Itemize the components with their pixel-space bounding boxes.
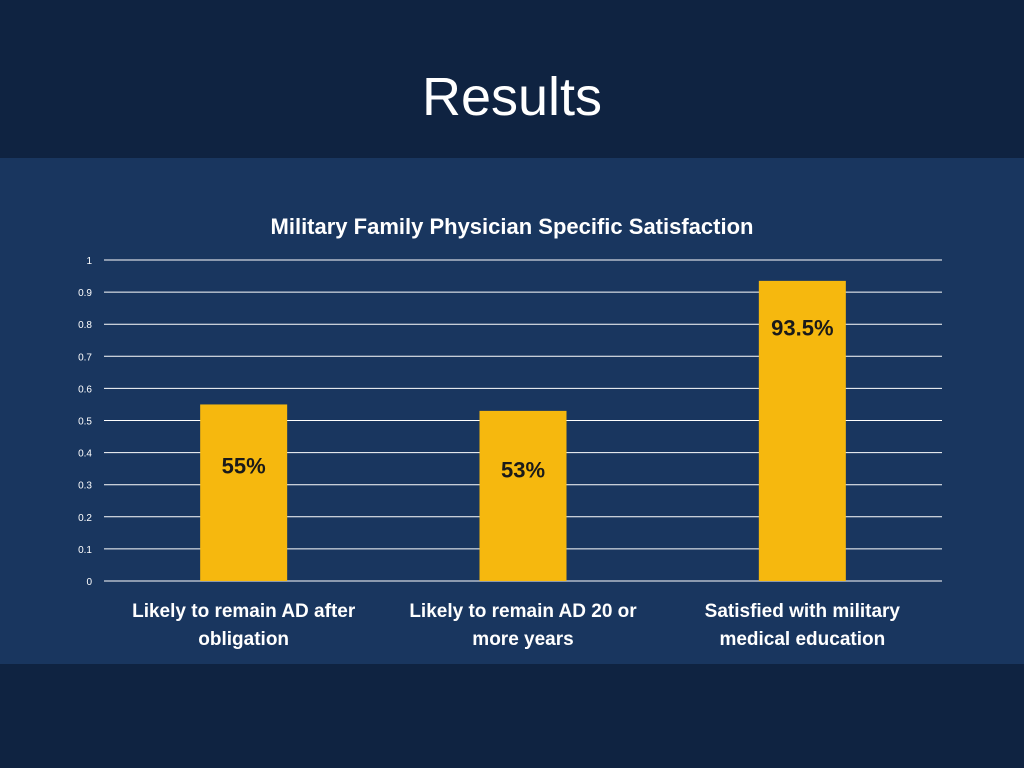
y-tick-label: 0.4 <box>78 449 92 460</box>
y-tick-label: 0 <box>86 577 92 588</box>
y-axis-ticks: 0 0.1 0.2 0.3 0.4 0.5 0.6 0.7 0.8 0.9 1 <box>78 256 92 588</box>
y-tick-label: 0.3 <box>78 481 92 492</box>
category-label: Likely to remain AD after <box>132 601 356 622</box>
category-label: more years <box>472 629 573 650</box>
data-label: 53% <box>501 458 545 483</box>
chart-title: Military Family Physician Specific Satis… <box>271 214 754 239</box>
data-label: 93.5% <box>771 315 833 340</box>
y-tick-label: 0.9 <box>78 288 92 299</box>
category-label: Satisfied with military <box>705 601 901 622</box>
category-labels: Likely to remain AD after obligation Likel… <box>132 601 900 650</box>
category-label: medical education <box>719 629 885 650</box>
data-labels: 55% 53% 93.5% <box>222 315 834 482</box>
bar <box>200 404 288 581</box>
chart-panel: Military Family Physician Specific Satis… <box>0 158 1024 664</box>
bar <box>479 410 567 581</box>
y-tick-label: 1 <box>86 256 92 267</box>
data-label: 55% <box>222 453 266 478</box>
y-tick-label: 0.8 <box>78 320 92 331</box>
y-tick-label: 0.7 <box>78 352 92 363</box>
category-label: Likely to remain AD 20 or <box>409 601 637 622</box>
y-tick-label: 0.2 <box>78 513 92 524</box>
y-tick-label: 0.6 <box>78 384 92 395</box>
bar <box>758 280 846 581</box>
category-label: obligation <box>198 629 289 650</box>
y-tick-label: 0.5 <box>78 417 92 428</box>
y-tick-label: 0.1 <box>78 545 92 556</box>
bar-chart: Military Family Physician Specific Satis… <box>78 214 942 650</box>
slide-title: Results <box>421 67 603 127</box>
bars <box>200 280 846 581</box>
